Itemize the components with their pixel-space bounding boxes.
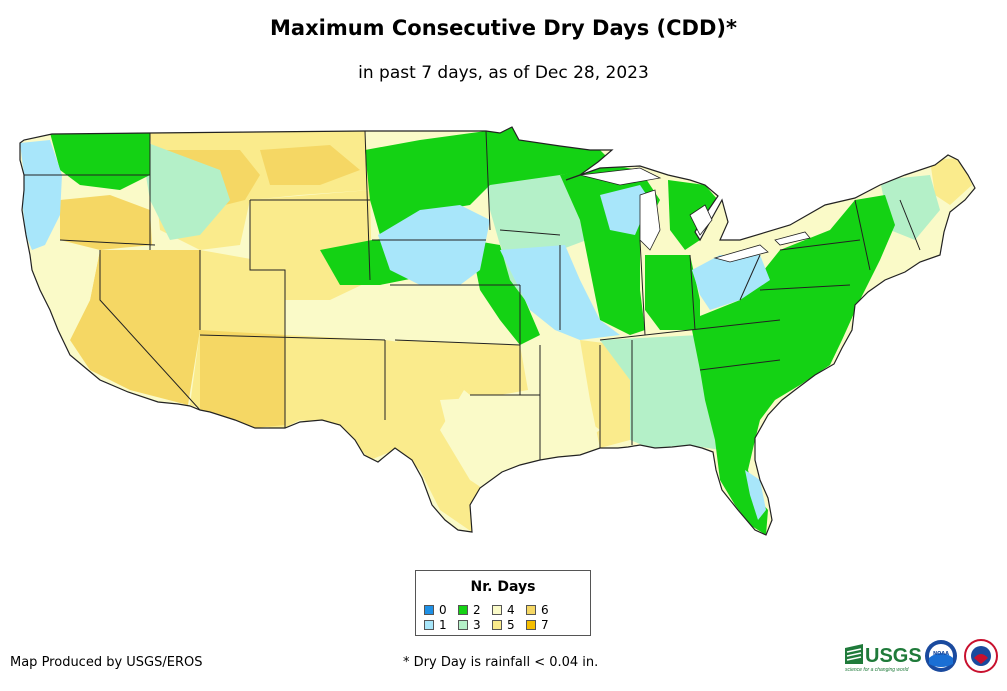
legend-label: 1 <box>439 618 447 632</box>
legend-item-3: 3 <box>458 618 481 632</box>
map-credit: Map Produced by USGS/EROS <box>10 655 203 670</box>
legend-label: 2 <box>473 603 481 617</box>
legend-swatch <box>492 620 502 630</box>
legend-swatch <box>458 605 468 615</box>
legend-item-0: 0 <box>424 603 447 617</box>
map-subtitle: in past 7 days, as of Dec 28, 2023 <box>358 63 649 83</box>
noaa-logo: NOAA <box>925 640 957 672</box>
legend-swatch <box>424 620 434 630</box>
usgs-wordmark: USGS <box>865 645 922 667</box>
noaa-text: NOAA <box>933 651 949 657</box>
nws-logo <box>964 639 998 673</box>
agency-logos: USGS science for a changing world NOAA <box>845 639 998 673</box>
legend-label: 7 <box>541 618 549 632</box>
legend-item-1: 1 <box>424 618 447 632</box>
usgs-logo: USGS science for a changing world <box>845 644 922 673</box>
legend-swatch <box>424 605 434 615</box>
legend-label: 6 <box>541 603 549 617</box>
legend-label: 5 <box>507 618 515 632</box>
legend-swatch <box>492 605 502 615</box>
legend-title: Nr. Days <box>470 579 536 595</box>
legend-item-5: 5 <box>492 618 515 632</box>
legend-item-7: 7 <box>526 618 549 632</box>
legend-item-4: 4 <box>492 603 515 617</box>
legend-swatch <box>526 620 536 630</box>
legend-label: 3 <box>473 618 481 632</box>
legend-swatch <box>526 605 536 615</box>
legend-item-2: 2 <box>458 603 481 617</box>
map-title: Maximum Consecutive Dry Days (CDD)* <box>270 16 737 40</box>
legend-label: 0 <box>439 603 447 617</box>
dry-day-footnote: * Dry Day is rainfall < 0.04 in. <box>403 655 599 670</box>
usgs-tagline: science for a changing world <box>845 667 909 673</box>
legend-swatch <box>458 620 468 630</box>
legend-item-6: 6 <box>526 603 549 617</box>
legend-label: 4 <box>507 603 515 617</box>
